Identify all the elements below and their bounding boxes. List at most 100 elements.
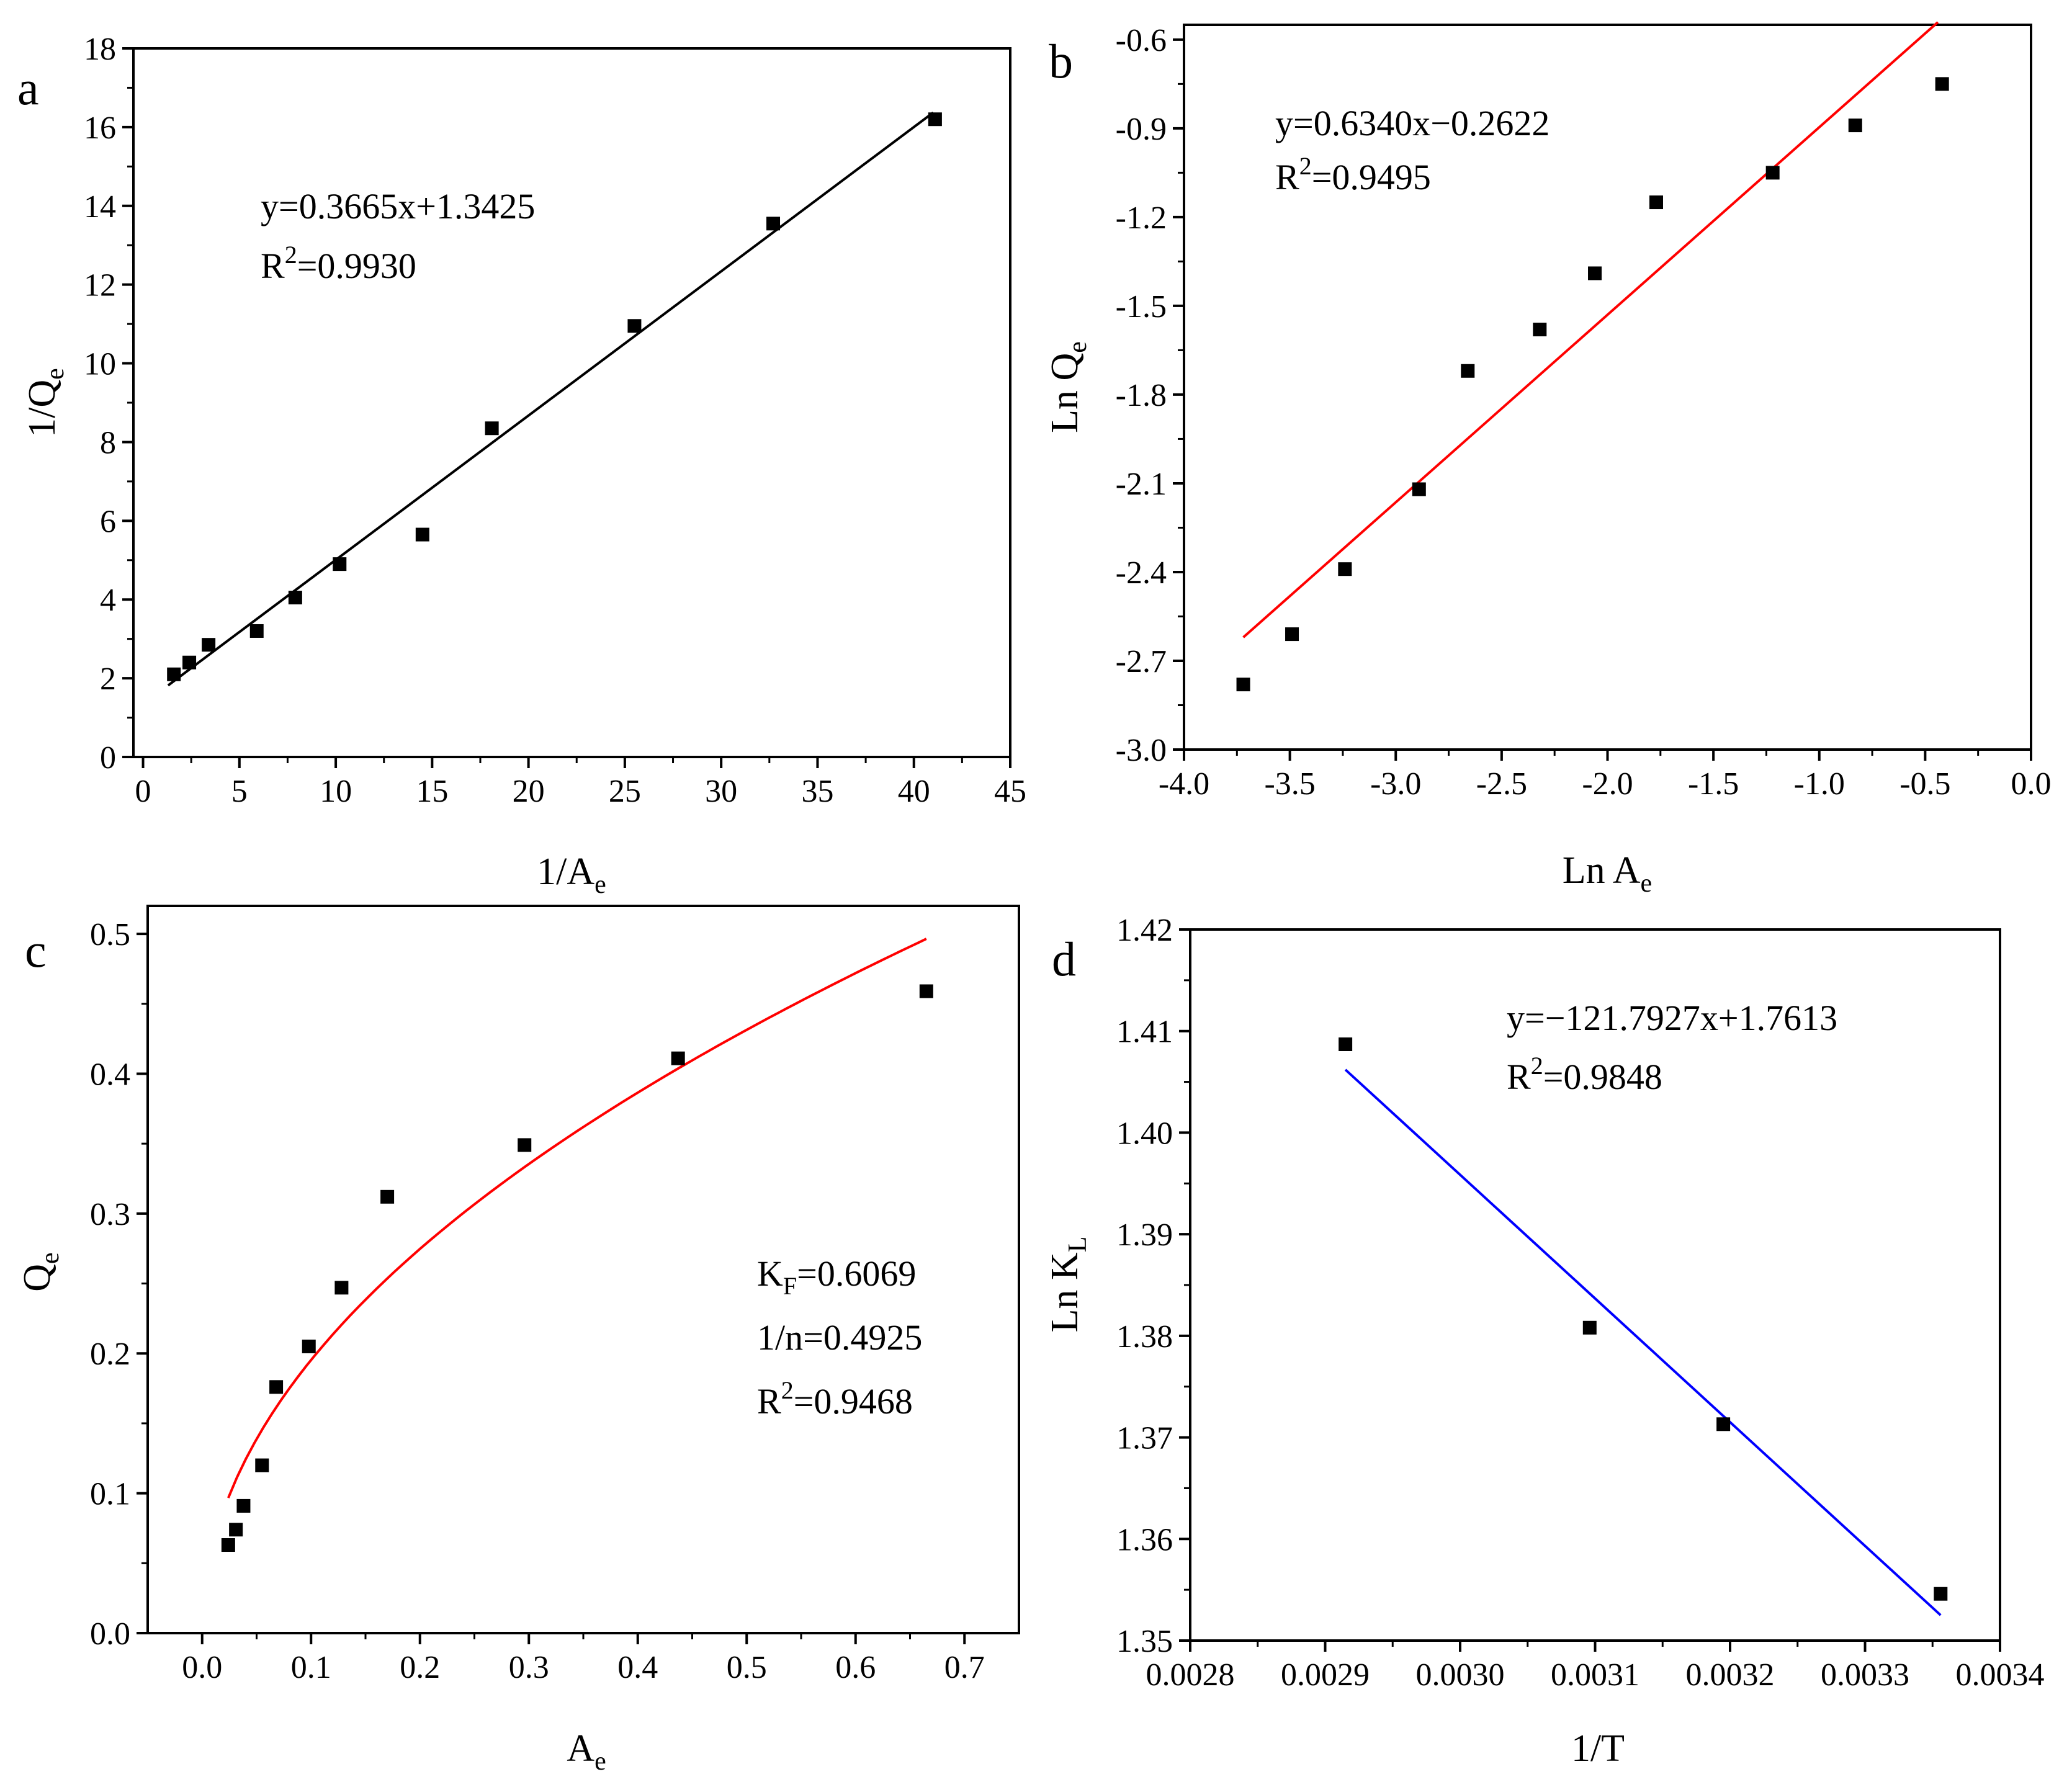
y-tick-label-d-7: 1.42: [1116, 913, 1173, 948]
y-tick-label-a-8: 16: [84, 110, 116, 146]
data-point-b-4: [1461, 364, 1475, 378]
data-point-a-6: [415, 527, 429, 542]
data-point-a-7: [485, 421, 499, 436]
y-tick-label-b-6: -1.2: [1116, 200, 1167, 236]
data-point-c-3: [255, 1458, 269, 1472]
fit-line-a: [167, 111, 934, 687]
axis-ticks-a: 0 5 10 15 20 25 30 35 40 45 0 2 4 6 8 10 12 14 16 18: [84, 32, 1026, 809]
data-point-d-2: [1716, 1417, 1731, 1431]
data-point-a-8: [627, 319, 642, 333]
x-axis-label-c: Ae: [567, 1727, 606, 1776]
x-tick-label-a-9: 45: [994, 774, 1026, 809]
y-tick-label-d-4: 1.39: [1116, 1217, 1173, 1253]
data-point-b-5: [1533, 323, 1547, 337]
y-tick-label-d-6: 1.41: [1116, 1014, 1173, 1050]
x-tick-label-c-5: 0.5: [727, 1650, 767, 1685]
y-axis-label-a: 1/Qe: [21, 368, 70, 437]
y-tick-label-a-7: 14: [84, 189, 116, 225]
equation-b: y=0.6340x−0.2622: [1275, 103, 1550, 143]
x-tick-label-d-0: 0.0028: [1146, 1657, 1235, 1693]
data-point-b-7: [1649, 195, 1663, 210]
panel-letter-c: c: [25, 923, 47, 977]
r-squared-d: R2=0.9848: [1507, 1052, 1662, 1097]
r-squared-a: R2=0.9930: [261, 241, 416, 286]
y-tick-label-b-1: -2.7: [1116, 644, 1167, 679]
x-tick-label-a-8: 40: [898, 774, 930, 809]
data-point-c-5: [302, 1339, 316, 1353]
x-tick-label-d-3: 0.0031: [1551, 1657, 1639, 1693]
x-axis-label-b: Ln Ae: [1563, 849, 1652, 898]
x-tick-label-b-3: -2.5: [1476, 766, 1527, 802]
axis-ticks-c: 0.0 0.1 0.2 0.3 0.4 0.5 0.6 0.7 0.0 0.1 0.2 0.3 0.4 0…: [90, 917, 985, 1685]
y-tick-label-b-4: -1.8: [1116, 378, 1167, 413]
y-tick-label-d-5: 1.40: [1116, 1116, 1173, 1151]
x-tick-label-b-8: 0.0: [2011, 766, 2052, 802]
panel-a: a 0 5 10 15 20 25 30 35 40 45 0 2 4 6 8 10 12 14 16 18 1/Ae…: [17, 32, 1026, 899]
y-tick-label-c-3: 0.3: [90, 1197, 130, 1232]
data-point-b-8: [1765, 166, 1780, 180]
y-tick-label-c-5: 0.5: [90, 917, 130, 952]
panel-d: d 0.0028 0.0029 0.0030 0.0031 0.0032 0.0033 0.…: [1044, 913, 2045, 1770]
panel-letter-a: a: [17, 61, 39, 115]
x-tick-label-b-4: -2.0: [1582, 766, 1633, 802]
data-point-d-0: [1339, 1037, 1353, 1051]
y-tick-label-d-0: 1.35: [1116, 1624, 1173, 1659]
data-point-c-10: [919, 984, 933, 998]
data-point-c-0: [221, 1538, 235, 1552]
data-point-d-3: [1934, 1587, 1948, 1601]
data-point-c-8: [518, 1138, 532, 1152]
data-point-c-6: [334, 1281, 349, 1295]
data-points-a: [167, 112, 942, 681]
y-tick-label-a-9: 18: [84, 32, 116, 67]
data-point-a-1: [182, 655, 197, 670]
y-tick-label-b-3: -2.1: [1116, 467, 1167, 502]
y-tick-label-a-6: 12: [84, 268, 116, 303]
y-tick-label-a-4: 8: [100, 425, 116, 460]
n-label-c: 1/n=0.4925: [757, 1317, 922, 1358]
x-axis-label-d: 1/T: [1571, 1727, 1625, 1770]
panel-letter-b: b: [1049, 34, 1073, 88]
y-tick-label-a-3: 6: [100, 504, 116, 539]
x-tick-label-b-7: -0.5: [1899, 766, 1950, 802]
y-axis-label-d: Ln KL: [1044, 1237, 1092, 1333]
data-point-b-1: [1285, 627, 1299, 642]
data-point-c-4: [269, 1380, 284, 1394]
data-point-a-10: [928, 112, 942, 127]
data-point-a-2: [202, 638, 216, 652]
data-point-b-2: [1338, 562, 1352, 576]
y-tick-label-b-5: -1.5: [1116, 289, 1167, 325]
x-tick-label-c-0: 0.0: [182, 1650, 222, 1685]
x-tick-label-d-6: 0.0034: [1956, 1657, 2045, 1693]
x-tick-label-c-4: 0.4: [617, 1650, 658, 1685]
r-squared-c: R2=0.9468: [757, 1376, 913, 1422]
data-point-d-1: [1582, 1320, 1597, 1335]
data-point-c-7: [380, 1189, 395, 1204]
x-tick-label-b-6: -1.0: [1794, 766, 1845, 802]
panel-c: c 0.0 0.1 0.2 0.3 0.4 0.5 0.6 0.70.00.10.20.30.…: [16, 905, 1020, 1776]
x-tick-label-a-6: 30: [705, 774, 737, 809]
x-tick-label-b-1: -3.5: [1264, 766, 1315, 802]
x-tick-label-a-1: 5: [231, 774, 248, 809]
y-tick-label-a-2: 4: [100, 583, 116, 618]
x-tick-label-c-6: 0.6: [835, 1650, 876, 1685]
x-tick-label-b-2: -3.0: [1370, 766, 1421, 802]
fit-line-d: [1344, 1068, 1942, 1616]
y-tick-label-c-0: 0.0: [90, 1616, 130, 1652]
x-tick-label-c-2: 0.2: [400, 1650, 440, 1685]
data-point-c-9: [671, 1051, 685, 1065]
y-tick-label-c-2: 0.2: [90, 1337, 130, 1372]
y-tick-label-d-1: 1.36: [1116, 1522, 1173, 1557]
data-points-b: [1236, 77, 1949, 692]
axis-ticks-b: -4.0 -3.5 -3.0 -2.5 -2.0 -1.5 -1.0 -0.5 0.0 -3.0 -…: [1116, 23, 2052, 802]
equation-a: y=0.3665x+1.3425: [261, 186, 535, 226]
data-point-b-0: [1236, 678, 1250, 692]
panel-b: b -4.0 -3.5 -3.0 -2.5 -2.0 -1.5 -1.0 -0.5 0.0 -3.…: [1044, 21, 2052, 898]
x-tick-label-c-3: 0.3: [509, 1650, 549, 1685]
data-points-c: [221, 984, 933, 1552]
data-point-b-3: [1412, 482, 1426, 496]
data-point-a-4: [288, 591, 302, 605]
y-tick-label-c-1: 0.1: [90, 1477, 130, 1512]
y-tick-label-a-1: 2: [100, 661, 116, 697]
r-squared-b: R2=0.9495: [1275, 152, 1431, 197]
